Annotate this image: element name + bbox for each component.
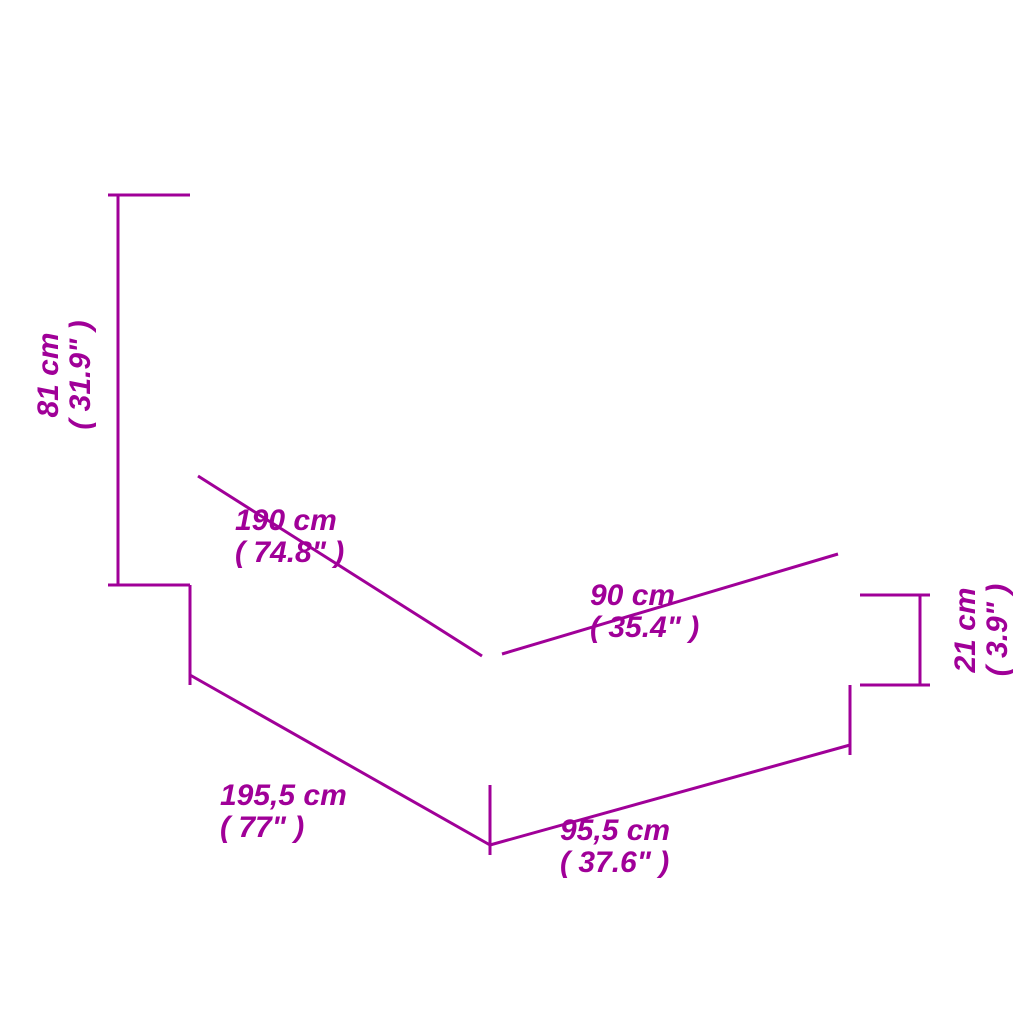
svg-text:21 cm( 3.9" ): 21 cm( 3.9" ) — [949, 584, 1014, 677]
svg-text:195,5 cm( 77" ): 195,5 cm( 77" ) — [220, 779, 347, 844]
bed-dimension-diagram: 81 cm( 31.9" ) 21 cm( 3.9" ) 190 cm( 74.8"… — [0, 0, 1024, 1024]
svg-text:81 cm( 31.9" ): 81 cm( 31.9" ) — [32, 320, 97, 429]
svg-text:95,5 cm( 37.6" ): 95,5 cm( 37.6" ) — [560, 814, 670, 879]
svg-text:90 cm( 35.4" ): 90 cm( 35.4" ) — [590, 579, 699, 644]
svg-text:190 cm( 74.8" ): 190 cm( 74.8" ) — [235, 504, 344, 569]
